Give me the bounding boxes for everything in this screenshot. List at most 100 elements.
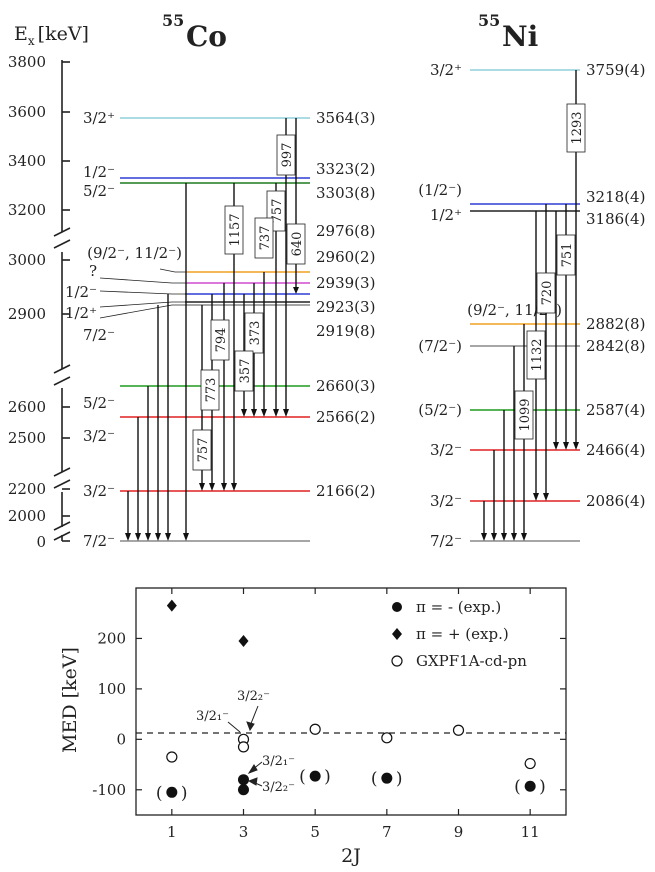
legend-item: π = - (exp.) (416, 598, 501, 616)
svg-text:3564(3): 3564(3) (316, 109, 375, 127)
svg-text:3303(8): 3303(8) (316, 184, 375, 202)
bracket-close: ) (539, 777, 546, 797)
data-point-exp-positive (238, 634, 249, 647)
data-point-gxpf1a (309, 723, 321, 735)
svg-text:997: 997 (280, 143, 295, 168)
tick-label: 2000 (8, 507, 46, 525)
svg-text:751: 751 (560, 243, 575, 268)
x-tick-label: 5 (310, 823, 320, 841)
x-tick-label: 9 (454, 823, 464, 841)
svg-text:794: 794 (214, 328, 229, 353)
svg-text:3/2⁺: 3/2⁺ (83, 109, 115, 127)
svg-text:3759(4): 3759(4) (586, 61, 645, 79)
data-point-gxpf1a (166, 751, 178, 763)
svg-text:3/2⁺: 3/2⁺ (430, 61, 462, 79)
legend-marker (391, 655, 403, 667)
annotation: 3/2₂⁻ (237, 689, 270, 704)
y-axis-label: Ex [keV] (14, 23, 89, 48)
y-tick-label: -100 (92, 781, 126, 799)
data-point-exp-negative (238, 774, 249, 786)
bracket-open: ( (371, 769, 378, 789)
svg-text:2566(2): 2566(2) (316, 408, 375, 426)
co-symbol: Co (186, 20, 227, 53)
ni-transition-labels: 1293 751 720 1132 1099 (514, 103, 586, 440)
svg-text:2939(3): 2939(3) (316, 274, 375, 292)
data-point-exp-negative (166, 786, 178, 798)
annotation: 3/2₂⁻ (262, 780, 295, 795)
level-scheme-panel: Ex [keV] (8, 11, 646, 551)
svg-text:773: 773 (204, 378, 219, 403)
tick-label: 2500 (8, 429, 46, 447)
data-point-gxpf1a (524, 757, 536, 770)
svg-text:7/2⁻: 7/2⁻ (83, 326, 115, 344)
data-point-gxpf1a (452, 724, 465, 736)
energy-axis-ticks: 3800 3600 3400 3200 3000 2900 2600 2500 … (8, 53, 46, 551)
svg-text:7/2⁻: 7/2⁻ (430, 532, 462, 550)
x-tick-label: 11 (521, 823, 540, 841)
energy-axis (53, 60, 71, 542)
svg-text:(5/2⁻): (5/2⁻) (418, 401, 462, 419)
svg-text:1099: 1099 (518, 398, 533, 431)
data-point-gxpf1a (381, 732, 393, 744)
svg-text:2086(4): 2086(4) (586, 492, 645, 510)
svg-text:737: 737 (258, 226, 273, 251)
svg-text:757: 757 (270, 199, 285, 224)
y-axis-label: MED [keV] (59, 647, 81, 753)
y-tick-label: 200 (97, 629, 126, 647)
data-point-exp-positive (166, 599, 177, 612)
x-tick-label: 7 (382, 823, 392, 841)
y-tick-label: 0 (116, 730, 126, 748)
x-tick-label: 3 (239, 823, 249, 841)
svg-text:1/2⁺: 1/2⁺ (430, 206, 462, 224)
svg-text:3323(2): 3323(2) (316, 160, 375, 178)
svg-text:1/2⁻: 1/2⁻ (65, 283, 97, 301)
svg-text:1132: 1132 (530, 338, 545, 371)
svg-text:2919(8): 2919(8) (316, 322, 375, 340)
ni-levels (470, 69, 580, 542)
bracket-open: ( (156, 783, 163, 803)
data-point-exp-negative (524, 780, 536, 792)
co-arrowheads (125, 287, 299, 541)
svg-text:1293: 1293 (570, 111, 585, 144)
svg-text:?: ? (89, 262, 97, 280)
co-transition-labels: 997 1157 757 737 640 794 373 773 357 757 (192, 134, 306, 471)
svg-text:2466(4): 2466(4) (586, 441, 645, 459)
ni-symbol: Ni (502, 20, 538, 53)
svg-text:5/2⁻: 5/2⁻ (83, 394, 115, 412)
legend-marker (392, 628, 402, 640)
svg-text:(1/2⁻): (1/2⁻) (418, 181, 462, 199)
tick-label: 2900 (8, 305, 46, 323)
ni-mass-number: 55 (478, 11, 500, 30)
svg-text:3/2⁻: 3/2⁻ (430, 441, 462, 459)
svg-text:3/2⁻: 3/2⁻ (83, 482, 115, 500)
tick-label: 2600 (8, 398, 46, 416)
svg-text:2882(8): 2882(8) (586, 315, 645, 333)
data-point-exp-negative (381, 772, 393, 784)
svg-text:2923(3): 2923(3) (316, 298, 375, 316)
svg-text:3186(4): 3186(4) (586, 210, 645, 228)
svg-text:357: 357 (238, 359, 253, 384)
co-energy-labels: 3564(3) 3323(2) 3303(8) 2976(8) 2960(2) … (316, 109, 375, 500)
svg-text:640: 640 (290, 232, 305, 257)
svg-text:2842(8): 2842(8) (586, 337, 645, 355)
svg-text:1/2⁻: 1/2⁻ (83, 163, 115, 181)
bracket-close: ) (324, 767, 331, 787)
tick-label: 2200 (8, 480, 46, 498)
svg-text:3218(4): 3218(4) (586, 188, 645, 206)
data-point-exp-negative (309, 770, 321, 782)
annotation: 3/2₁⁻ (262, 754, 295, 769)
svg-text:2166(2): 2166(2) (316, 482, 375, 500)
svg-text:2660(3): 2660(3) (316, 377, 375, 395)
svg-text:3/2⁻: 3/2⁻ (83, 427, 115, 445)
annotations: 3/2₁⁻ 3/2₂⁻ 3/2₁⁻ 3/2₂⁻ (196, 689, 295, 795)
tick-label: 3400 (8, 152, 46, 170)
svg-text:(9/2⁻, 11/2⁻): (9/2⁻, 11/2⁻) (87, 244, 182, 262)
bracket-close: ) (181, 783, 188, 803)
tick-label: 3200 (8, 201, 46, 219)
tick-label: 0 (36, 533, 46, 551)
tick-label: 3600 (8, 103, 46, 121)
svg-text:720: 720 (540, 281, 555, 306)
co-spin-labels: 3/2⁺ 1/2⁻ 5/2⁻ (9/2⁻, 11/2⁻) ? 1/2⁻ 1/2⁺… (65, 109, 182, 550)
svg-text:7/2⁻: 7/2⁻ (83, 532, 115, 550)
